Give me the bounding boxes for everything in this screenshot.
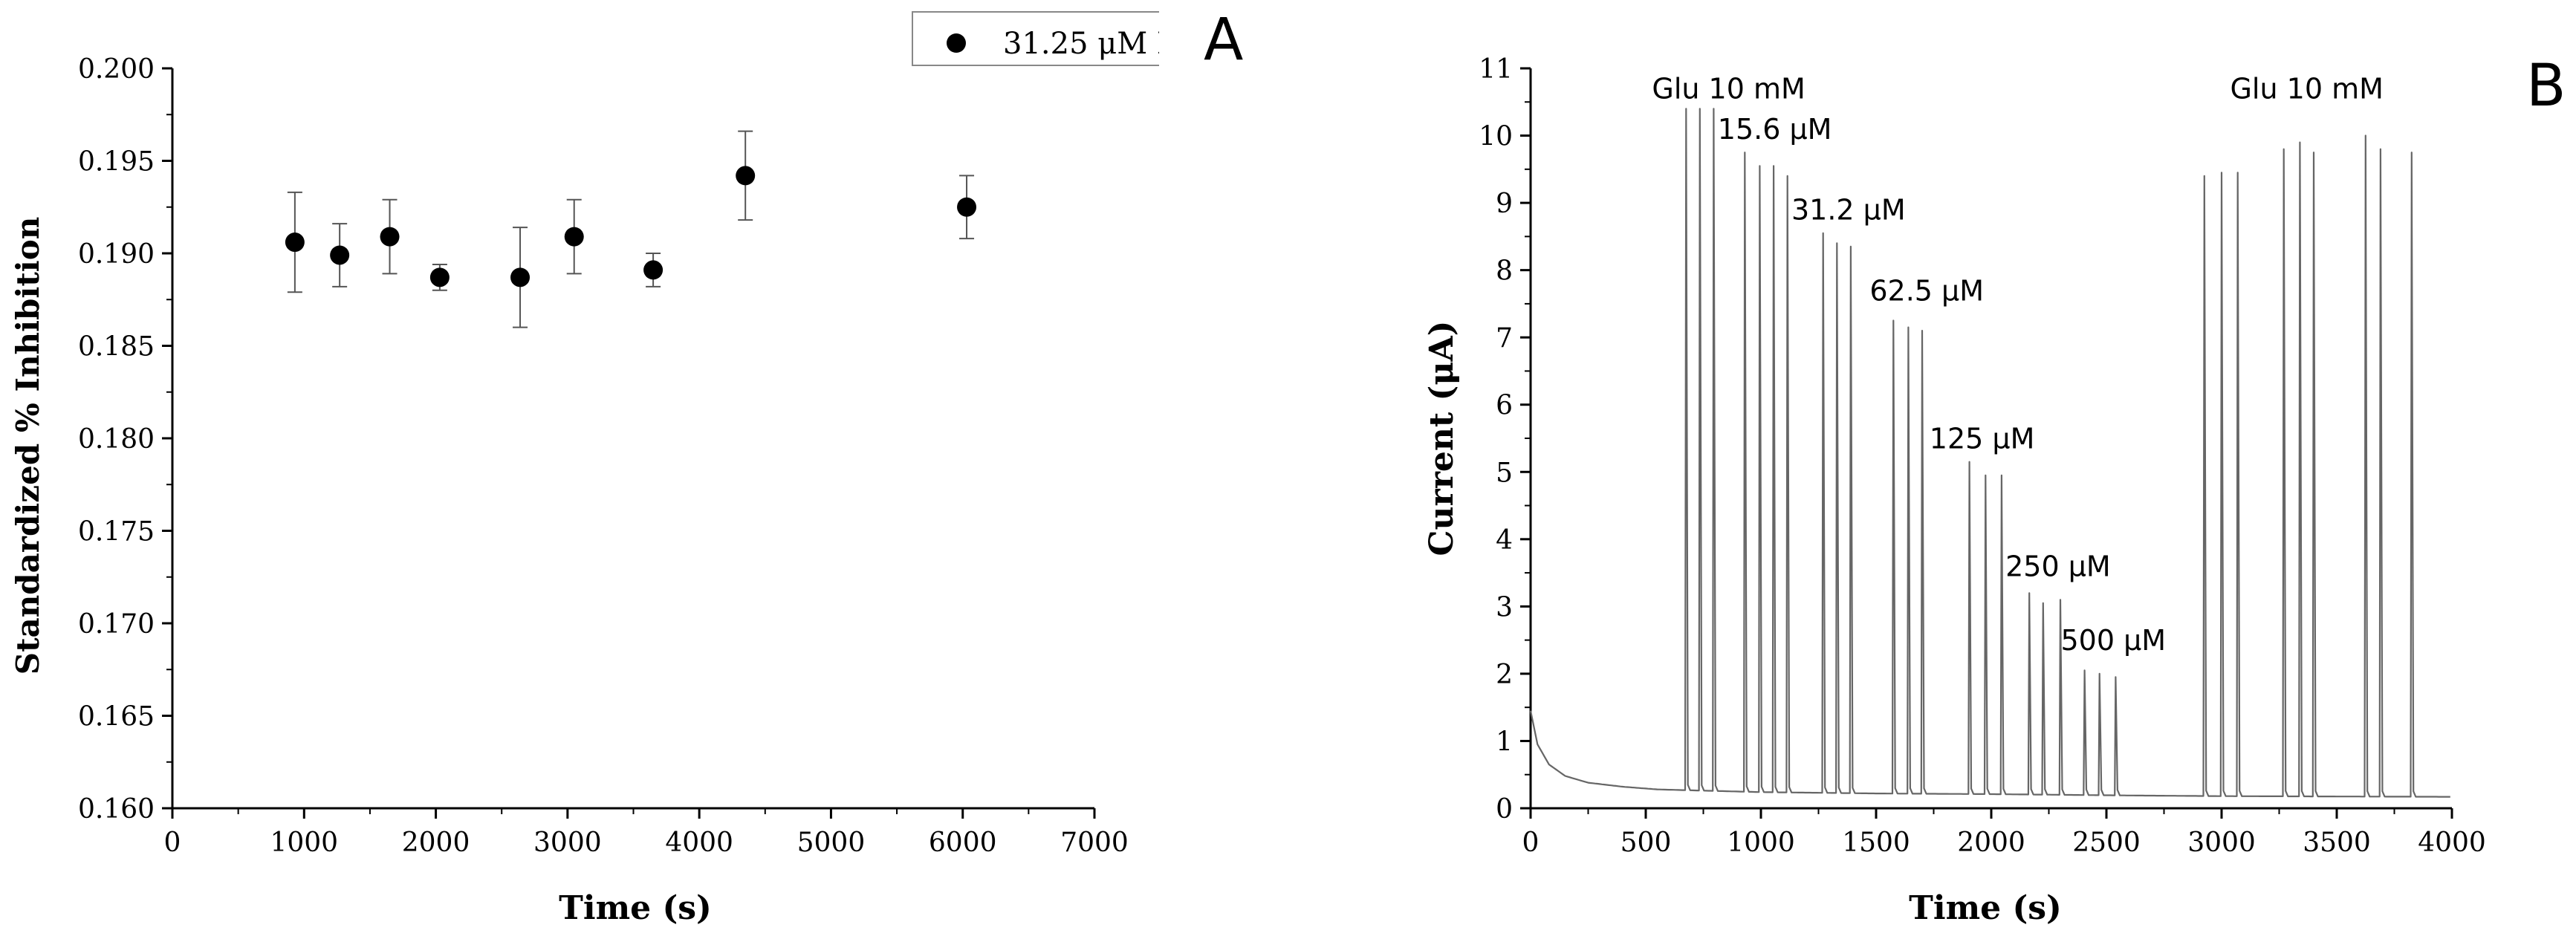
legend-clip-mask [1159,7,1204,74]
panel-b-y-tick-label: 8 [1496,256,1513,287]
panel-b-y-tick-label: 10 [1479,122,1513,152]
panel-b-axes: 0 500 1000 1500 2000 2500 3000 3500 4000 0 1 2 3 4 5 6 7… [1479,54,2486,858]
panel-a-data-point [957,197,977,217]
panel-a-x-tick-label: 3000 [533,828,602,858]
panel-b-y-tick-label: 9 [1496,189,1513,219]
panel-a-y-tick-label: 0.190 [78,239,155,270]
panel-a-scatter-chart: 31.25 μM I A 0 1000 2000 3000 4000 5000 6000 70… [10,7,1243,927]
panel-b-annotation: 62.5 μM [1869,274,1984,307]
panel-b-x-tick-label: 500 [1620,828,1672,858]
panel-a-x-tick-label: 7000 [1060,828,1129,858]
panel-a-data-point [736,166,756,186]
panel-b-x-tick-label: 0 [1522,828,1540,858]
panel-a-x-tick-label: 4000 [665,828,733,858]
panel-b-y-tick-label: 7 [1496,323,1513,354]
panel-a-data-point [643,260,664,280]
panel-a-y-axis-label: Standardized % Inhibition [10,217,46,675]
panel-b-x-tick-label: 2000 [1957,828,2025,858]
panel-a-x-tick-label: 1000 [270,828,338,858]
panel-b-x-tick-label: 4000 [2418,828,2486,858]
panel-b-x-tick-label: 3500 [2303,828,2371,858]
panel-a-legend-label: 31.25 μM I [1003,27,1169,61]
panel-b-annotation: Glu 10 mM [2230,73,2383,105]
panel-b-annotation: 250 μM [2005,550,2111,583]
panel-b-x-axis-label: Time (s) [1909,889,2062,927]
panel-a-y-tick-label: 0.170 [78,609,155,640]
panel-a-y-tick-label: 0.165 [78,702,155,732]
panel-b-y-tick-label: 2 [1496,660,1513,690]
panel-b-annotation: 125 μM [1930,423,2035,455]
panel-a-y-tick-label: 0.195 [78,147,155,178]
panel-a-x-tick-label: 5000 [797,828,866,858]
panel-a-letter: A [1204,7,1243,74]
panel-a-axes: 0 1000 2000 3000 4000 5000 6000 7000 0.160 0.165 0… [78,54,1129,858]
panel-b-annotation: Glu 10 mM [1652,73,1805,105]
panel-a-y-tick-label: 0.160 [78,794,155,825]
panel-a-legend-marker [947,33,966,53]
panel-a-data-point [380,227,400,247]
panel-b-x-tick-label: 2500 [2072,828,2141,858]
panel-a-data-point [285,233,305,253]
panel-a-x-axis-label: Time (s) [559,889,712,927]
panel-a-data-points [285,130,977,328]
panel-b-x-tick-label: 1500 [1842,828,1910,858]
panel-b-annotation: 31.2 μM [1791,194,1906,227]
panel-b-y-tick-label: 1 [1496,727,1513,757]
panel-b-annotation: 500 μM [2061,624,2167,657]
panel-a-y-tick-label: 0.175 [78,517,155,548]
panel-b-line-chart: B 0 500 1000 1500 2000 2500 3000 3500 4000 0 1 2 3 4 5… [1423,53,2566,927]
panel-b-x-tick-label: 1000 [1727,828,1795,858]
panel-a-x-tick-label: 6000 [929,828,997,858]
panel-a-data-point [510,267,531,287]
panel-a-data-point [429,267,450,287]
panel-b-y-tick-label: 11 [1479,54,1513,85]
panel-b-letter: B [2526,53,2566,120]
panel-b-y-tick-label: 0 [1496,794,1513,825]
panel-a-y-tick-label: 0.185 [78,332,155,363]
panel-b-annotations: Glu 10 mM 15.6 μM 31.2 μM 62.5 μM 125 μM 250 … [1652,73,2384,657]
panel-a-x-tick-label: 2000 [402,828,470,858]
panel-b-current-trace [1529,108,2450,798]
panel-a-data-point [330,245,350,265]
panel-b-x-tick-label: 3000 [2187,828,2256,858]
panel-b-y-tick-label: 6 [1496,391,1513,421]
panel-a-x-tick-label: 0 [164,828,181,858]
panel-b-y-axis-label: Current (μA) [1423,321,1461,556]
panel-b-annotation: 15.6 μM [1718,113,1832,146]
panel-b-y-tick-label: 5 [1496,458,1513,488]
panel-b-trace [1529,108,2450,798]
panel-a-y-tick-label: 0.200 [78,54,155,85]
panel-b-y-tick-label: 3 [1496,592,1513,623]
panel-a-y-tick-label: 0.180 [78,424,155,455]
panel-b-y-tick-label: 4 [1496,525,1513,556]
panel-a-data-point [564,227,584,247]
